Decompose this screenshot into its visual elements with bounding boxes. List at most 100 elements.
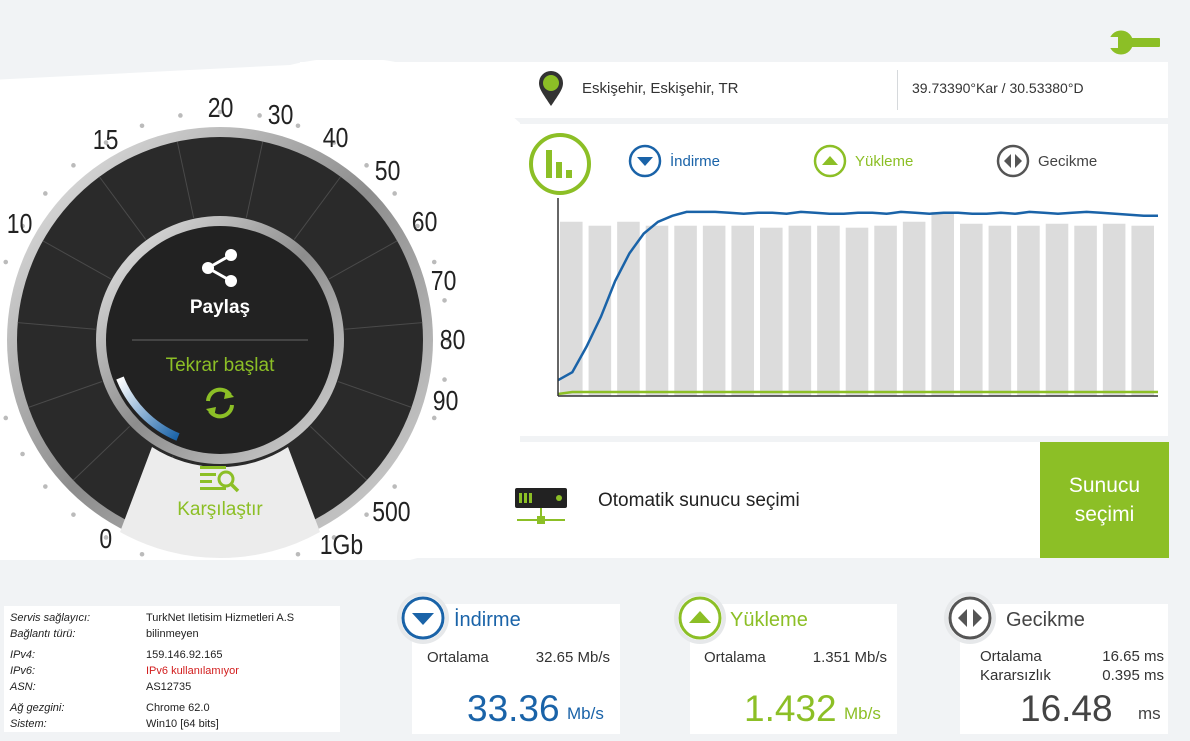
legend-download-label: İndirme	[670, 152, 721, 170]
upload-value: 1.432	[744, 688, 837, 729]
chart-bar	[760, 227, 783, 396]
upload-card: Yükleme Ortalama 1.351 Mb/s 1.432 Mb/s	[690, 604, 897, 734]
info-row: ASN: AS12735	[10, 681, 336, 697]
divider	[897, 70, 898, 110]
legend-latency-label: Gecikme	[1038, 152, 1098, 170]
select-server-button[interactable]: Sunucu seçimi	[1040, 442, 1169, 558]
download-arrow-icon	[628, 144, 662, 178]
download-card: İndirme Ortalama 32.65 Mb/s 33.36 Mb/s	[412, 604, 620, 734]
share-label: Paylaş	[189, 297, 251, 318]
download-title: İndirme	[454, 609, 521, 631]
share-button[interactable]: Paylaş	[160, 246, 280, 319]
compare-button[interactable]: Karşılaştır	[150, 462, 290, 521]
latency-avg-label: Ortalama	[980, 648, 1042, 665]
latency-card: Gecikme Ortalama 16.65 ms Kararsızlık 0.…	[960, 604, 1168, 734]
compare-label: Karşılaştır	[177, 499, 263, 520]
chart-bar	[731, 225, 754, 396]
chart-bar	[1102, 223, 1126, 396]
speed-gauge	[3, 109, 451, 559]
upload-title: Yükleme	[730, 609, 808, 631]
info-value: TurkNet Iletisim Hizmetleri A.S	[146, 612, 295, 624]
chart-bar	[617, 221, 640, 396]
chart-bar	[1074, 225, 1097, 396]
info-row: Servis sağlayıcı: TurkNet Iletisim Hizmet…	[10, 612, 336, 628]
info-key: IPv6:	[10, 665, 36, 677]
download-result-icon	[401, 596, 445, 640]
gauge-tick-label: 20	[207, 92, 234, 123]
download-avg-value: 32.65 Mb/s	[535, 649, 610, 666]
upload-result-icon	[678, 596, 722, 640]
location-bar: Eskişehir, Eskişehir, TR 39.73390°Kar / …	[300, 62, 1168, 118]
restart-button[interactable]: Tekrar başlat	[140, 355, 300, 428]
download-value: 33.36	[467, 688, 560, 729]
latency-icon	[996, 144, 1030, 178]
upload-arrow-icon	[813, 144, 847, 178]
info-value: AS12735	[146, 681, 192, 693]
info-key: Servis sağlayıcı:	[10, 612, 91, 624]
gauge-tick-label: 40	[322, 122, 349, 153]
info-value: Chrome 62.0	[146, 702, 210, 714]
legend-latency[interactable]: Gecikme	[996, 144, 1097, 178]
chart-bar	[588, 225, 612, 396]
chart-bar	[931, 211, 954, 396]
gauge-tick-label: 50	[374, 155, 401, 186]
latency-value: 16.48	[1020, 688, 1113, 729]
gauge-tick-label: 1Gb	[319, 529, 364, 560]
server-label: Otomatik sunucu seçimi	[598, 490, 800, 511]
upload-avg-value: 1.351 Mb/s	[812, 649, 887, 666]
info-key: Bağlantı türü:	[10, 628, 76, 640]
compare-search-icon	[200, 466, 240, 493]
gauge-tick-label: 30	[267, 99, 294, 130]
info-key: IPv4:	[10, 649, 36, 661]
chart-bar	[902, 221, 926, 396]
chart-icon[interactable]	[528, 132, 592, 196]
info-row: IPv4: 159.146.92.165	[10, 649, 336, 665]
latency-avg-value: 16.65 ms	[1102, 648, 1164, 665]
info-value: Win10 [64 bits]	[146, 718, 219, 730]
chart-bar	[1131, 225, 1154, 396]
select-server-line1: Sunucu	[1068, 474, 1141, 497]
latency-result-icon	[948, 596, 992, 640]
info-key: Sistem:	[10, 718, 47, 730]
restart-label: Tekrar başlat	[165, 355, 275, 376]
speed-chart	[557, 198, 1158, 397]
chart-bar	[960, 223, 983, 396]
chart-bar	[988, 225, 1012, 396]
jitter-value: 0.395 ms	[1102, 667, 1164, 684]
wrench-icon[interactable]	[1104, 28, 1164, 58]
latency-unit: ms	[1138, 704, 1161, 723]
legend-upload-label: Yükleme	[855, 152, 914, 170]
info-value: IPv6 kullanılamıyor	[146, 665, 239, 677]
chart-bar	[874, 225, 897, 396]
info-key: Ağ gezgini:	[10, 702, 65, 714]
chart-bar	[645, 225, 669, 396]
info-row: Bağlantı türü: bilinmeyen	[10, 628, 336, 644]
refresh-icon	[206, 387, 234, 419]
gauge-tick-label: 0	[99, 523, 113, 554]
chart-bar	[674, 225, 697, 396]
compare-zone[interactable]	[120, 447, 320, 559]
share-icon	[202, 249, 237, 287]
connection-info: Servis sağlayıcı: TurkNet Iletisim Hizmet…	[4, 606, 340, 732]
latency-title: Gecikme	[1006, 609, 1085, 631]
select-server-line2: seçimi	[1074, 503, 1135, 526]
upload-avg-label: Ortalama	[704, 649, 766, 666]
legend-upload[interactable]: Yükleme	[813, 144, 913, 178]
legend-download[interactable]: İndirme	[628, 144, 720, 178]
info-row: Sistem: Win10 [64 bits]	[10, 718, 336, 734]
jitter-label: Kararsızlık	[980, 667, 1051, 684]
gauge-tick-label: 15	[92, 124, 119, 155]
info-value: bilinmeyen	[146, 628, 199, 640]
upload-series-line	[557, 390, 1158, 396]
chart-bar	[702, 225, 726, 396]
chart-bar	[560, 221, 583, 396]
location-coordinates: 39.73390°Kar / 30.53380°D	[912, 80, 1084, 96]
download-series-line	[557, 210, 1158, 382]
info-row: IPv6: IPv6 kullanılamıyor	[10, 665, 336, 681]
gauge-tick-label: 90	[432, 385, 459, 416]
download-avg-label: Ortalama	[427, 649, 489, 666]
gauge-tick-label: 70	[430, 265, 457, 296]
gauge-tick-label: 80	[439, 324, 466, 355]
chart-bar	[845, 227, 869, 396]
server-panel: Otomatik sunucu seçimi	[410, 442, 1040, 558]
